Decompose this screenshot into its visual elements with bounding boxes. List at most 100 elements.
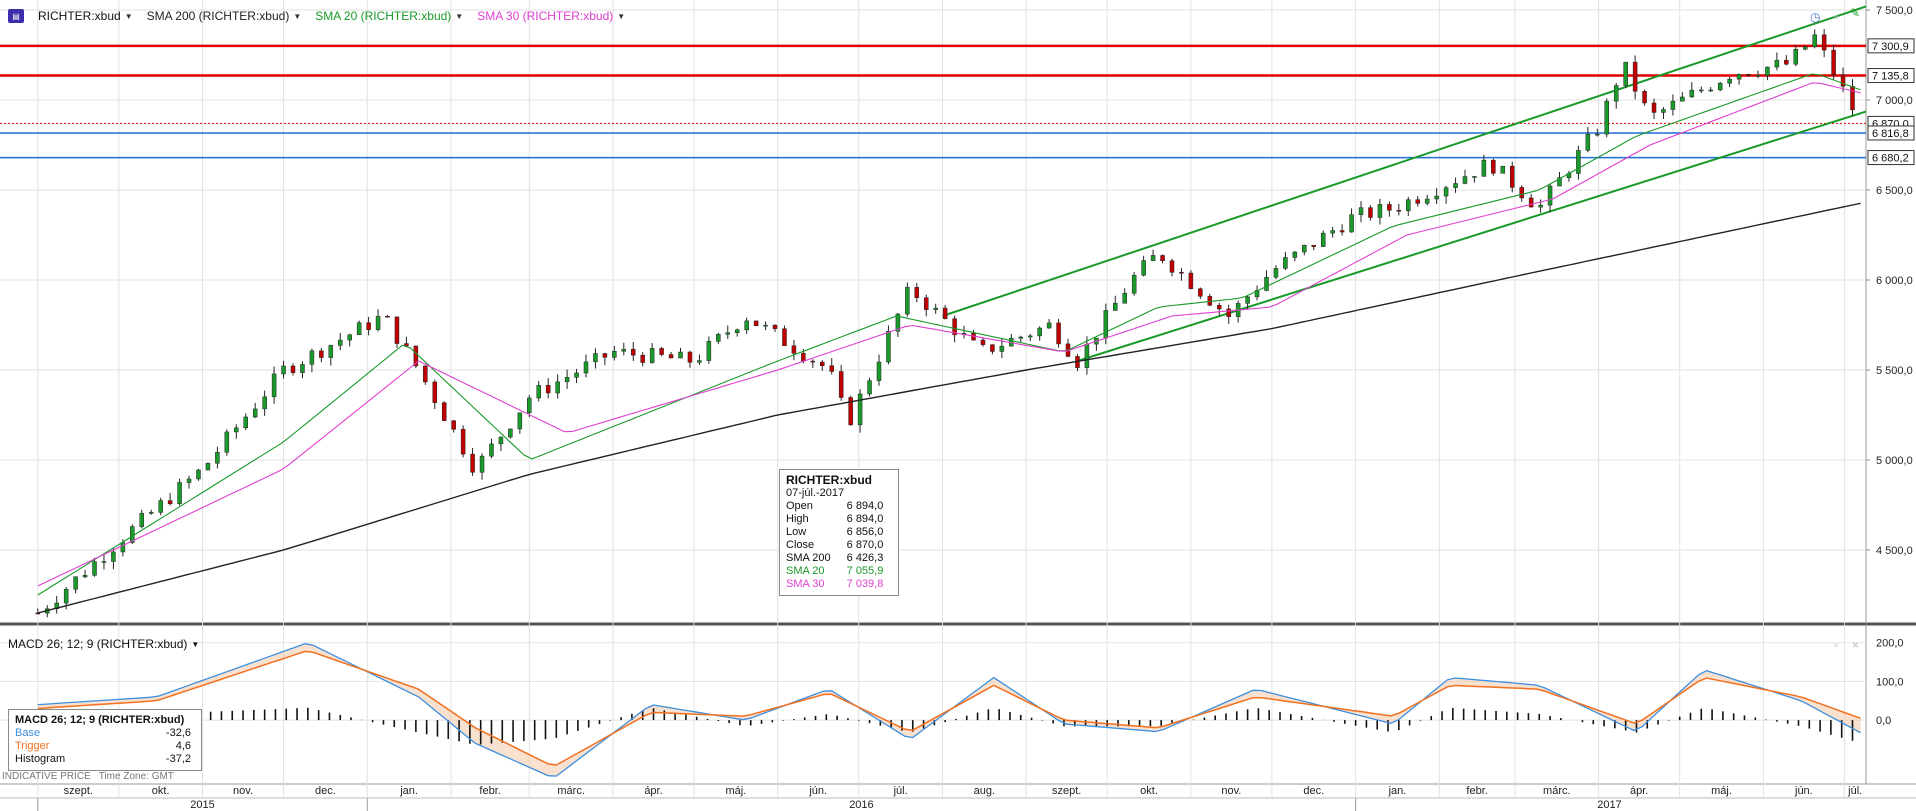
candle-body [1500, 165, 1506, 174]
candle-body [1358, 207, 1364, 215]
candle-body [527, 397, 532, 414]
candle-body [734, 329, 740, 333]
macd-pane [37, 643, 1861, 777]
sma20-line [37, 73, 1861, 596]
candle-body [942, 307, 948, 319]
month-label: aug. [974, 785, 995, 797]
macd-info-title: MACD 26; 12; 9 (RICHTER:xbud) [15, 714, 185, 726]
month-label: febr. [479, 785, 500, 797]
candle-body [300, 364, 305, 373]
candle-body [687, 351, 693, 363]
indicator-sma200[interactable]: SMA 200 (RICHTER:xbud) ▼ [147, 9, 302, 23]
candle-body [782, 328, 787, 346]
candle-body [659, 348, 664, 355]
info-value: 4,6 [175, 740, 191, 752]
candle-body [1443, 187, 1449, 197]
candle-body [234, 427, 239, 433]
candle-body [697, 360, 702, 363]
candle-body [290, 365, 296, 373]
info-row: Trigger 4,6 [15, 740, 195, 753]
info-row: High 6 894,0 [786, 513, 887, 526]
candle-body [1434, 195, 1439, 200]
candle-body [838, 371, 844, 398]
macd-selector[interactable]: MACD 26; 12; 9 (RICHTER:xbud) ▼ [8, 637, 199, 651]
candle-body [1160, 255, 1165, 262]
window-icon[interactable]: ▫ [1834, 10, 1839, 24]
info-value: -37,2 [165, 753, 191, 765]
price-info-box: RICHTER:xbud 07-júl.-2017 Open 6 894,0 Hi… [779, 469, 899, 596]
candle-body [801, 353, 806, 362]
candle-body [1387, 204, 1392, 211]
close-icon[interactable]: × [1852, 638, 1860, 652]
candle-body [1774, 59, 1780, 68]
candle-body [1131, 274, 1137, 294]
candle-body [1226, 308, 1231, 317]
axes: 7 500,0 7 000,0 6 500,0 6 000,0 5 500,0 5 000… [0, 5, 1916, 811]
indicator-sma20[interactable]: SMA 20 (RICHTER:xbud) ▼ [315, 9, 463, 23]
chevron-down-icon: ▼ [617, 11, 626, 21]
candle-body [574, 372, 579, 378]
info-value: 6 856,0 [846, 526, 884, 538]
candle-body [980, 339, 986, 345]
candle-body [1311, 244, 1317, 247]
month-label: nov. [233, 785, 253, 797]
candle-body [470, 453, 475, 473]
chevron-down-icon: ▼ [191, 639, 200, 649]
candle-body [205, 462, 211, 471]
candle-body [1661, 109, 1666, 113]
info-value: 6 426,3 [846, 552, 884, 564]
window-icon[interactable]: ▫ [1834, 638, 1839, 652]
candle-body [120, 542, 126, 553]
candle-body [281, 365, 286, 375]
candle-body [1103, 310, 1109, 339]
candle-body [1415, 199, 1420, 204]
clock-icon[interactable]: ◷ [1810, 10, 1821, 24]
candle-body [631, 348, 636, 356]
month-label: okt. [1140, 785, 1158, 797]
candle-body [356, 322, 362, 335]
candle-body [1339, 230, 1345, 233]
candle-body [1368, 207, 1373, 218]
level-label: 6 816,8 [1872, 128, 1909, 140]
symbol-selector[interactable]: RICHTER:xbud ▼ [38, 9, 133, 23]
candle-body [1576, 150, 1581, 174]
month-label: dec. [315, 785, 336, 797]
candle-body [1481, 159, 1487, 177]
price-tick-label: 5 500,0 [1876, 365, 1913, 377]
indicator-sma30[interactable]: SMA 30 (RICHTER:xbud) ▼ [477, 9, 625, 23]
candle-body [1302, 244, 1307, 253]
month-label: okt. [152, 785, 170, 797]
candle-body [1547, 185, 1553, 206]
candle-body [148, 512, 154, 514]
footer-note: INDICATIVE PRICE Time Zone: GMT [2, 771, 182, 782]
price-type-label: INDICATIVE PRICE [2, 771, 91, 782]
candle-body [215, 452, 220, 464]
candle-body [829, 365, 834, 372]
sma200-line [37, 202, 1861, 614]
candle-body [1169, 260, 1175, 273]
candle-body [810, 360, 816, 363]
candle-body [1784, 59, 1789, 65]
symbol-label: RICHTER:xbud [38, 9, 121, 23]
candle-body [536, 385, 541, 399]
candle-body [649, 348, 655, 363]
chart-header: ▤ RICHTER:xbud ▼ SMA 200 (RICHTER:xbud) ▼ … [8, 6, 625, 26]
info-label: Trigger [15, 740, 50, 752]
candle-body [271, 373, 277, 398]
info-label: Histogram [15, 753, 66, 765]
candle-body [441, 402, 447, 421]
candle-body [1802, 46, 1808, 50]
info-row: Base -32,6 [15, 727, 195, 740]
candle-body [413, 345, 419, 367]
candle-body [1377, 204, 1383, 218]
candle-body [1046, 322, 1052, 329]
candle-body [517, 412, 523, 430]
candle-body [1179, 272, 1184, 274]
candle-body [1509, 165, 1515, 188]
info-date: 07-júl.-2017 [786, 487, 845, 499]
candle-body [186, 478, 192, 483]
candle-body [744, 320, 749, 331]
drawing-tool-icon[interactable]: ✎ [1850, 6, 1861, 20]
candle-body [848, 397, 853, 426]
info-symbol: RICHTER:xbud [786, 473, 872, 487]
